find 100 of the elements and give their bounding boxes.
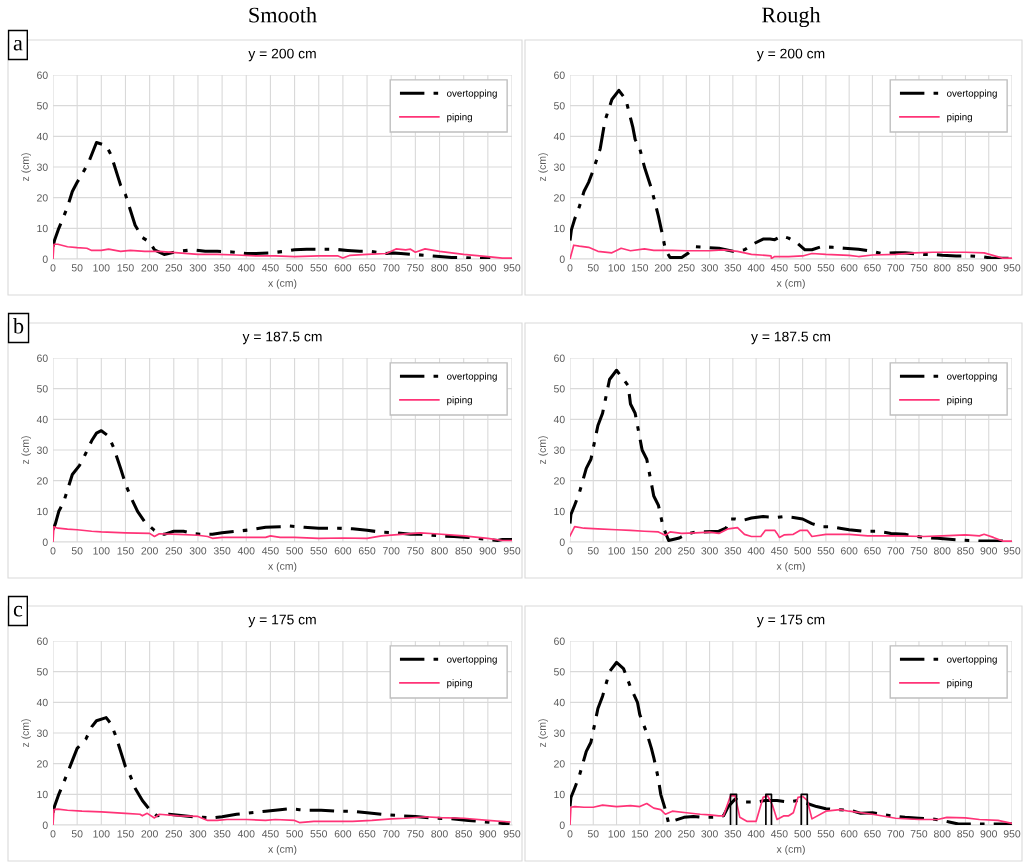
legend-label: piping <box>947 396 972 406</box>
y-tick-label: 20 <box>37 194 48 202</box>
legend-label: piping <box>947 113 972 123</box>
y-tick-label: 40 <box>36 698 48 707</box>
x-tick-label: 600 <box>841 264 858 272</box>
x-tick-label: 950 <box>1003 547 1021 555</box>
x-axis-title: x (cm) <box>776 562 805 572</box>
x-tick-label: 400 <box>747 547 765 555</box>
x-tick-label: 700 <box>383 264 400 272</box>
chart-title: y = 200 cm <box>756 48 825 62</box>
x-tick-label: 0 <box>50 830 56 838</box>
x-tick-label: 550 <box>310 830 328 838</box>
x-tick-label: 450 <box>261 547 279 555</box>
x-tick-label: 400 <box>747 830 765 838</box>
legend-label: piping <box>447 396 472 406</box>
x-tick-label: 750 <box>910 830 928 838</box>
x-tick-label: 900 <box>479 830 497 838</box>
y-tick-label: 30 <box>36 163 48 171</box>
y-tick-label: 20 <box>554 760 565 768</box>
x-tick-label: 750 <box>407 547 424 555</box>
text: b <box>13 317 24 334</box>
x-tick-label: 900 <box>980 830 998 838</box>
x-axis-title: x (cm) <box>268 562 297 572</box>
x-tick-label: 450 <box>770 264 788 272</box>
y-tick-label: 50 <box>36 385 48 393</box>
x-axis-title: x (cm) <box>268 845 297 855</box>
legend-label: piping <box>447 113 472 123</box>
x-tick-label: 800 <box>431 830 448 838</box>
y-axis-title: z (cm) <box>538 436 548 465</box>
x-tick-label: 400 <box>237 264 255 272</box>
x-tick-label: 100 <box>608 830 625 838</box>
x-tick-label: 400 <box>237 830 255 838</box>
chart-title: y = 200 cm <box>248 48 316 62</box>
y-tick-label: 20 <box>554 194 565 202</box>
y-tick-label: 30 <box>553 446 565 454</box>
x-tick-label: 800 <box>933 264 951 272</box>
x-tick-label: 950 <box>503 264 521 272</box>
legend-label: overtopping <box>447 372 497 382</box>
y-tick-label: 30 <box>553 163 565 171</box>
x-axis-title: x (cm) <box>268 279 297 289</box>
x-tick-label: 600 <box>841 547 858 555</box>
x-tick-label: 550 <box>817 547 835 555</box>
y-axis-title: z (cm) <box>21 153 31 182</box>
x-tick-label: 750 <box>407 264 424 272</box>
y-tick-label: 20 <box>554 477 565 485</box>
legend-label: piping <box>447 679 472 689</box>
x-tick-label: 850 <box>455 264 472 272</box>
x-tick-label: 950 <box>503 547 521 555</box>
x-tick-label: 200 <box>141 830 158 838</box>
y-tick-label: 40 <box>553 132 565 141</box>
x-tick-label: 250 <box>678 830 695 838</box>
x-tick-label: 0 <box>50 547 56 555</box>
text: c <box>13 605 23 617</box>
x-tick-label: 0 <box>567 264 573 272</box>
x-tick-label: 900 <box>980 547 998 555</box>
x-tick-label: 100 <box>93 830 110 838</box>
x-tick-label: 350 <box>724 547 742 555</box>
x-tick-label: 300 <box>189 830 207 838</box>
x-tick-label: 450 <box>261 264 279 272</box>
y-tick-label: 50 <box>36 102 48 110</box>
y-tick-label: 0 <box>559 821 565 829</box>
y-tick-label: 10 <box>37 224 48 233</box>
x-tick-label: 50 <box>587 547 599 555</box>
x-tick-label: 750 <box>910 264 928 272</box>
x-tick-label: 200 <box>654 264 672 272</box>
x-tick-label: 850 <box>957 264 974 272</box>
x-tick-label: 300 <box>189 264 207 272</box>
x-tick-label: 250 <box>165 264 183 272</box>
x-tick-label: 150 <box>117 830 134 838</box>
x-tick-label: 50 <box>71 830 83 838</box>
x-tick-label: 50 <box>587 264 599 272</box>
x-tick-label: 800 <box>431 547 448 555</box>
y-tick-label: 20 <box>37 477 48 485</box>
chart-title: y = 187.5 cm <box>751 331 831 345</box>
x-tick-label: 50 <box>71 547 83 555</box>
y-tick-label: 20 <box>37 760 48 768</box>
x-tick-label: 350 <box>724 264 742 272</box>
legend-label: overtopping <box>947 89 997 99</box>
y-tick-label: 60 <box>37 354 48 362</box>
legend-label: overtopping <box>447 89 497 99</box>
x-tick-label: 500 <box>794 264 811 272</box>
x-tick-label: 850 <box>957 830 974 838</box>
y-tick-label: 60 <box>554 354 565 362</box>
y-tick-label: 40 <box>553 698 565 707</box>
chart-title: y = 175 cm <box>756 614 825 628</box>
y-tick-label: 60 <box>37 71 48 79</box>
x-tick-label: 450 <box>261 830 279 838</box>
x-tick-label: 850 <box>455 830 472 838</box>
x-tick-label: 600 <box>334 830 352 838</box>
x-tick-label: 900 <box>479 547 497 555</box>
x-tick-label: 50 <box>587 830 599 838</box>
x-tick-label: 200 <box>654 547 672 555</box>
x-tick-label: 700 <box>383 547 400 555</box>
x-tick-label: 500 <box>286 830 303 838</box>
x-tick-label: 350 <box>213 830 231 838</box>
x-tick-label: 200 <box>141 547 158 555</box>
y-tick-label: 40 <box>36 415 48 424</box>
y-tick-label: 0 <box>559 538 565 546</box>
x-tick-label: 0 <box>567 547 573 555</box>
y-tick-label: 40 <box>36 132 48 141</box>
